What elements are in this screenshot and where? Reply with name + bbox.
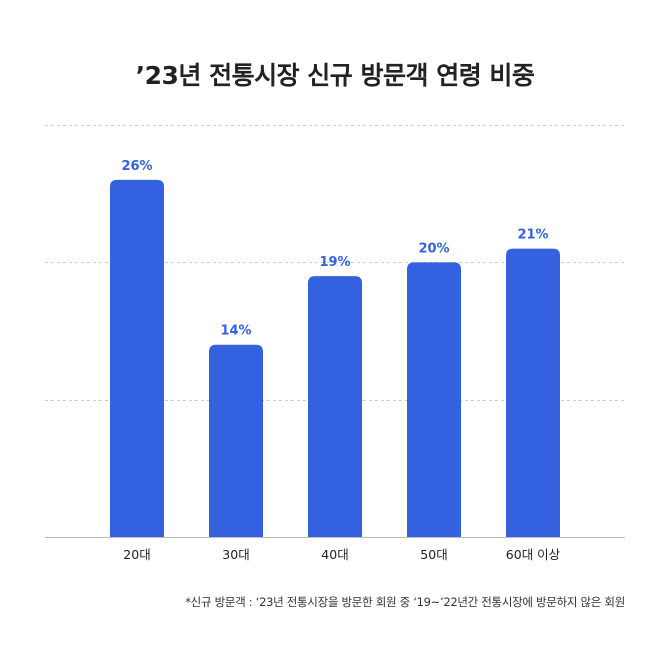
chart-title: ’23년 전통시장 신규 방문객 연령 비중 — [135, 61, 535, 90]
bar — [308, 276, 362, 537]
footnote: *신규 방문객 : ‘23년 전통시장을 방문한 회원 중 ‘19~’22년간 … — [185, 595, 625, 609]
data-label: 20% — [418, 241, 449, 256]
data-label: 14% — [220, 324, 251, 339]
bar — [506, 248, 560, 537]
data-label: 26% — [121, 159, 152, 174]
data-label: 21% — [517, 228, 548, 243]
x-tick-label: 30대 — [222, 547, 249, 562]
bar — [407, 262, 461, 537]
x-tick-label: 20대 — [123, 547, 150, 562]
x-tick-label: 60대 이상 — [506, 547, 561, 562]
x-tick-label: 50대 — [420, 547, 447, 562]
data-label: 19% — [319, 255, 350, 270]
x-tick-label: 40대 — [321, 547, 348, 562]
bar — [110, 179, 164, 537]
bar — [209, 344, 263, 537]
